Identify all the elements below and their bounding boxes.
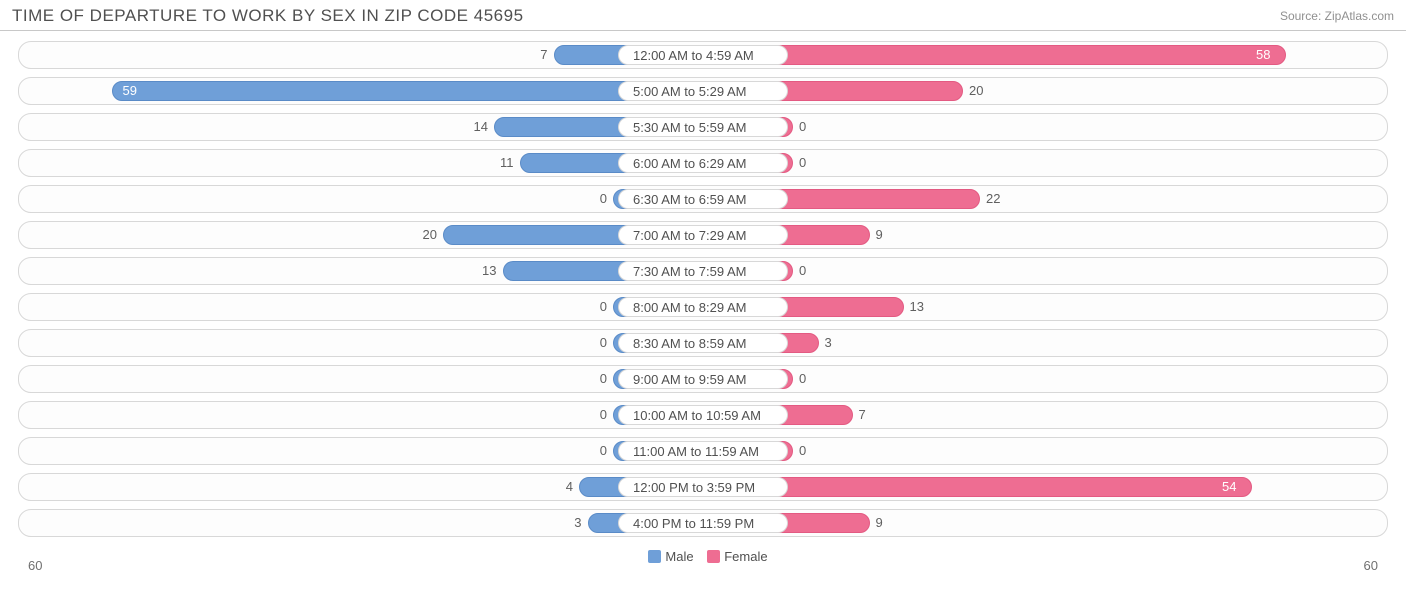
category-label: 8:30 AM to 8:59 AM — [618, 333, 788, 353]
category-label: 7:30 AM to 7:59 AM — [618, 261, 788, 281]
value-female: 54 — [1222, 474, 1244, 500]
value-male: 4 — [566, 474, 573, 500]
value-female: 0 — [799, 366, 806, 392]
value-female: 0 — [799, 150, 806, 176]
legend-label-female: Female — [724, 549, 767, 564]
value-male: 13 — [482, 258, 496, 284]
value-male: 0 — [600, 330, 607, 356]
bar-male — [112, 81, 704, 101]
chart-row: 14 0 5:30 AM to 5:59 AM — [18, 113, 1388, 141]
value-male: 3 — [574, 510, 581, 536]
chart-row: 0 0 11:00 AM to 11:59 AM — [18, 437, 1388, 465]
value-female: 20 — [969, 78, 983, 104]
category-label: 10:00 AM to 10:59 AM — [618, 405, 788, 425]
chart-row: 59 20 5:00 AM to 5:29 AM — [18, 77, 1388, 105]
category-label: 5:30 AM to 5:59 AM — [618, 117, 788, 137]
legend-swatch-female — [707, 550, 720, 563]
chart-row: 0 3 8:30 AM to 8:59 AM — [18, 329, 1388, 357]
category-label: 6:30 AM to 6:59 AM — [618, 189, 788, 209]
value-male: 11 — [500, 150, 514, 176]
category-label: 7:00 AM to 7:29 AM — [618, 225, 788, 245]
value-male: 0 — [600, 186, 607, 212]
category-label: 9:00 AM to 9:59 AM — [618, 369, 788, 389]
category-label: 8:00 AM to 8:29 AM — [618, 297, 788, 317]
value-female: 13 — [910, 294, 924, 320]
legend: Male Female — [18, 547, 1388, 564]
value-female: 3 — [825, 330, 832, 356]
value-male: 59 — [115, 78, 137, 104]
value-male: 0 — [600, 294, 607, 320]
value-male: 20 — [423, 222, 437, 248]
value-female: 58 — [1256, 42, 1278, 68]
category-label: 12:00 AM to 4:59 AM — [618, 45, 788, 65]
chart-row: 13 0 7:30 AM to 7:59 AM — [18, 257, 1388, 285]
chart-source: Source: ZipAtlas.com — [1280, 9, 1394, 23]
chart-row: 11 0 6:00 AM to 6:29 AM — [18, 149, 1388, 177]
chart-title: TIME OF DEPARTURE TO WORK BY SEX IN ZIP … — [12, 6, 524, 26]
chart-footer: 60 Male Female 60 — [0, 547, 1406, 577]
chart-row: 3 9 4:00 PM to 11:59 PM — [18, 509, 1388, 537]
category-label: 6:00 AM to 6:29 AM — [618, 153, 788, 173]
value-female: 9 — [876, 222, 883, 248]
value-male: 14 — [474, 114, 488, 140]
axis-max-left: 60 — [28, 558, 42, 573]
value-female: 0 — [799, 114, 806, 140]
value-female: 7 — [859, 402, 866, 428]
category-label: 11:00 AM to 11:59 AM — [618, 441, 788, 461]
category-label: 4:00 PM to 11:59 PM — [618, 513, 788, 533]
chart-area: 7 58 12:00 AM to 4:59 AM 59 20 5:00 AM to 5:2… — [0, 31, 1406, 547]
category-label: 5:00 AM to 5:29 AM — [618, 81, 788, 101]
chart-row: 20 9 7:00 AM to 7:29 AM — [18, 221, 1388, 249]
value-female: 0 — [799, 258, 806, 284]
chart-row: 0 0 9:00 AM to 9:59 AM — [18, 365, 1388, 393]
value-male: 0 — [600, 402, 607, 428]
legend-label-male: Male — [665, 549, 693, 564]
legend-swatch-male — [648, 550, 661, 563]
category-label: 12:00 PM to 3:59 PM — [618, 477, 788, 497]
value-male: 0 — [600, 366, 607, 392]
chart-row: 7 58 12:00 AM to 4:59 AM — [18, 41, 1388, 69]
chart-row: 4 54 12:00 PM to 3:59 PM — [18, 473, 1388, 501]
axis-max-right: 60 — [1364, 558, 1378, 573]
chart-row: 0 22 6:30 AM to 6:59 AM — [18, 185, 1388, 213]
chart-row: 0 13 8:00 AM to 8:29 AM — [18, 293, 1388, 321]
value-female: 9 — [876, 510, 883, 536]
chart-header: TIME OF DEPARTURE TO WORK BY SEX IN ZIP … — [0, 0, 1406, 31]
value-male: 0 — [600, 438, 607, 464]
chart-row: 0 7 10:00 AM to 10:59 AM — [18, 401, 1388, 429]
bar-female — [703, 45, 1286, 65]
value-female: 22 — [986, 186, 1000, 212]
value-female: 0 — [799, 438, 806, 464]
value-male: 7 — [540, 42, 547, 68]
